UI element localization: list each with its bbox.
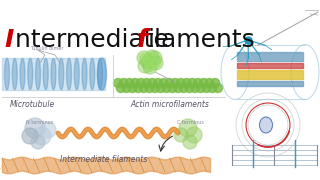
Text: I: I — [4, 28, 13, 52]
Circle shape — [22, 128, 38, 144]
Circle shape — [40, 122, 56, 138]
Ellipse shape — [4, 58, 10, 90]
Text: f: f — [137, 28, 148, 52]
Ellipse shape — [43, 58, 48, 90]
Circle shape — [145, 84, 154, 93]
Circle shape — [31, 135, 45, 149]
Circle shape — [133, 84, 142, 93]
Circle shape — [131, 78, 140, 87]
Circle shape — [114, 78, 123, 87]
Circle shape — [33, 127, 51, 145]
Ellipse shape — [51, 58, 56, 90]
Circle shape — [208, 84, 217, 93]
Ellipse shape — [59, 58, 64, 90]
Circle shape — [143, 57, 153, 66]
Bar — [237, 52, 303, 61]
Circle shape — [154, 78, 163, 87]
Circle shape — [188, 78, 197, 87]
Circle shape — [213, 84, 222, 93]
Text: Tubulin dimer: Tubulin dimer — [30, 46, 63, 51]
Ellipse shape — [12, 58, 17, 90]
Circle shape — [196, 84, 205, 93]
Bar — [237, 52, 303, 61]
Circle shape — [183, 135, 197, 149]
Text: C terminus: C terminus — [177, 120, 204, 125]
Circle shape — [151, 84, 160, 93]
Circle shape — [211, 78, 220, 87]
Ellipse shape — [67, 58, 71, 90]
Text: ilaments: ilaments — [148, 28, 256, 52]
Circle shape — [162, 84, 171, 93]
Circle shape — [125, 78, 134, 87]
Ellipse shape — [82, 58, 87, 90]
Text: Intermediate filaments: Intermediate filaments — [60, 155, 148, 164]
Circle shape — [119, 78, 128, 87]
Ellipse shape — [20, 58, 25, 90]
Circle shape — [174, 128, 188, 142]
Bar — [237, 81, 303, 86]
Bar — [237, 63, 303, 68]
Ellipse shape — [98, 58, 102, 90]
Circle shape — [151, 58, 161, 68]
Circle shape — [179, 119, 197, 137]
Circle shape — [156, 84, 165, 93]
Text: N terminus: N terminus — [26, 120, 54, 125]
Circle shape — [179, 84, 188, 93]
Circle shape — [116, 84, 125, 93]
Bar — [2, 58, 105, 90]
Circle shape — [143, 60, 157, 74]
Ellipse shape — [98, 58, 107, 90]
Text: Actin microfilaments: Actin microfilaments — [130, 100, 209, 109]
Circle shape — [148, 78, 157, 87]
Text: Microtubule: Microtubule — [10, 100, 55, 109]
Ellipse shape — [260, 117, 273, 133]
Circle shape — [182, 78, 191, 87]
Circle shape — [137, 51, 151, 65]
Bar — [237, 70, 303, 79]
Circle shape — [168, 84, 177, 93]
Circle shape — [141, 55, 155, 69]
Circle shape — [148, 53, 156, 62]
Circle shape — [140, 53, 148, 62]
Circle shape — [199, 78, 208, 87]
Circle shape — [146, 62, 155, 71]
Circle shape — [191, 84, 200, 93]
Circle shape — [139, 84, 148, 93]
Circle shape — [148, 51, 162, 65]
Bar — [237, 70, 303, 79]
Circle shape — [186, 127, 202, 143]
Circle shape — [202, 84, 211, 93]
Circle shape — [145, 50, 159, 64]
Circle shape — [149, 56, 163, 70]
Circle shape — [205, 78, 214, 87]
Text: ntermediate: ntermediate — [15, 28, 177, 52]
Circle shape — [171, 78, 180, 87]
Circle shape — [159, 78, 168, 87]
Circle shape — [136, 78, 145, 87]
Circle shape — [185, 84, 194, 93]
Ellipse shape — [90, 58, 95, 90]
Circle shape — [25, 118, 45, 138]
Circle shape — [173, 84, 182, 93]
Ellipse shape — [28, 58, 33, 90]
Ellipse shape — [36, 58, 41, 90]
Circle shape — [122, 84, 131, 93]
Ellipse shape — [74, 58, 79, 90]
Circle shape — [142, 78, 151, 87]
Circle shape — [138, 59, 152, 73]
Circle shape — [165, 78, 174, 87]
Circle shape — [128, 84, 137, 93]
Circle shape — [176, 78, 185, 87]
Circle shape — [194, 78, 203, 87]
